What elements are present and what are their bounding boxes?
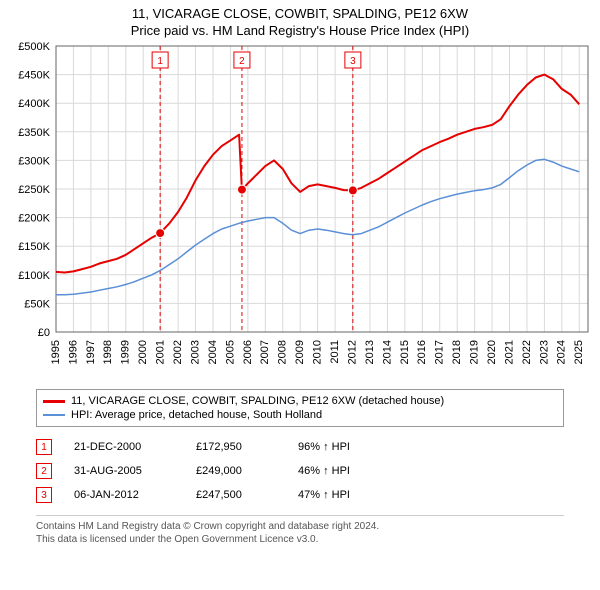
svg-text:2000: 2000	[137, 340, 149, 364]
transaction-row: 3 06-JAN-2012 £247,500 47% ↑ HPI	[36, 483, 564, 507]
legend: 11, VICARAGE CLOSE, COWBIT, SPALDING, PE…	[36, 389, 564, 427]
transaction-pct: 96% ↑ HPI	[298, 441, 378, 453]
svg-text:2: 2	[239, 56, 245, 67]
svg-text:2012: 2012	[346, 340, 358, 364]
svg-text:2015: 2015	[399, 340, 411, 364]
svg-text:2025: 2025	[573, 340, 585, 364]
svg-text:1: 1	[157, 56, 163, 67]
svg-text:1997: 1997	[85, 340, 97, 364]
transaction-date: 31-AUG-2005	[74, 465, 174, 477]
svg-text:2024: 2024	[556, 340, 568, 364]
svg-text:2007: 2007	[259, 340, 271, 364]
page-subtitle: Price paid vs. HM Land Registry's House …	[0, 23, 600, 38]
transaction-price: £249,000	[196, 465, 276, 477]
legend-swatch	[43, 400, 65, 403]
svg-text:2003: 2003	[189, 340, 201, 364]
footer-line: This data is licensed under the Open Gov…	[36, 533, 564, 546]
transaction-marker: 1	[36, 439, 52, 455]
svg-text:2013: 2013	[364, 340, 376, 364]
svg-text:2002: 2002	[172, 340, 184, 364]
svg-text:2010: 2010	[312, 340, 324, 364]
transaction-pct: 47% ↑ HPI	[298, 489, 378, 501]
transaction-row: 1 21-DEC-2000 £172,950 96% ↑ HPI	[36, 435, 564, 459]
svg-text:£250K: £250K	[18, 184, 50, 196]
transaction-price: £172,950	[196, 441, 276, 453]
svg-text:2001: 2001	[155, 340, 167, 364]
legend-label: HPI: Average price, detached house, Sout…	[71, 409, 322, 421]
legend-label: 11, VICARAGE CLOSE, COWBIT, SPALDING, PE…	[71, 395, 444, 407]
svg-text:1996: 1996	[67, 340, 79, 364]
svg-text:2016: 2016	[416, 340, 428, 364]
legend-swatch	[43, 414, 65, 416]
attribution-footer: Contains HM Land Registry data © Crown c…	[36, 515, 564, 546]
chart-svg: £0 £50K £100K £150K £200K £250K £300K £350K £400…	[0, 38, 600, 378]
svg-text:£50K: £50K	[24, 298, 50, 310]
svg-text:3: 3	[350, 56, 356, 67]
svg-text:1998: 1998	[102, 340, 114, 364]
svg-text:2019: 2019	[469, 340, 481, 364]
svg-text:2017: 2017	[434, 340, 446, 364]
svg-text:2005: 2005	[224, 340, 236, 364]
svg-text:2014: 2014	[381, 340, 393, 364]
legend-item: 11, VICARAGE CLOSE, COWBIT, SPALDING, PE…	[43, 394, 557, 408]
svg-text:£0: £0	[38, 327, 50, 339]
svg-text:2022: 2022	[521, 340, 533, 364]
svg-text:1999: 1999	[120, 340, 132, 364]
footer-line: Contains HM Land Registry data © Crown c…	[36, 520, 564, 533]
svg-text:£100K: £100K	[18, 270, 50, 282]
transaction-date: 21-DEC-2000	[74, 441, 174, 453]
svg-text:2008: 2008	[277, 340, 289, 364]
svg-text:£300K: £300K	[18, 155, 50, 167]
svg-text:2006: 2006	[242, 340, 254, 364]
price-chart: £0 £50K £100K £150K £200K £250K £300K £350K £400…	[0, 38, 600, 383]
svg-text:£400K: £400K	[18, 98, 50, 110]
transactions-table: 1 21-DEC-2000 £172,950 96% ↑ HPI 2 31-AUG-200…	[36, 435, 564, 507]
transaction-marker: 2	[36, 463, 52, 479]
svg-text:£450K: £450K	[18, 70, 50, 82]
svg-text:£150K: £150K	[18, 241, 50, 253]
svg-text:£200K: £200K	[18, 213, 50, 225]
svg-text:2018: 2018	[451, 340, 463, 364]
svg-text:1995: 1995	[50, 340, 62, 364]
transaction-date: 06-JAN-2012	[74, 489, 174, 501]
svg-text:£500K: £500K	[18, 41, 50, 53]
page-title: 11, VICARAGE CLOSE, COWBIT, SPALDING, PE…	[0, 6, 600, 21]
svg-text:2021: 2021	[503, 340, 515, 364]
transaction-marker: 3	[36, 487, 52, 503]
svg-text:2004: 2004	[207, 340, 219, 364]
transaction-pct: 46% ↑ HPI	[298, 465, 378, 477]
transaction-price: £247,500	[196, 489, 276, 501]
legend-item: HPI: Average price, detached house, Sout…	[43, 408, 557, 422]
svg-text:£350K: £350K	[18, 127, 50, 139]
svg-text:2009: 2009	[294, 340, 306, 364]
transaction-row: 2 31-AUG-2005 £249,000 46% ↑ HPI	[36, 459, 564, 483]
svg-text:2020: 2020	[486, 340, 498, 364]
svg-text:2011: 2011	[329, 340, 341, 364]
svg-text:2023: 2023	[538, 340, 550, 364]
